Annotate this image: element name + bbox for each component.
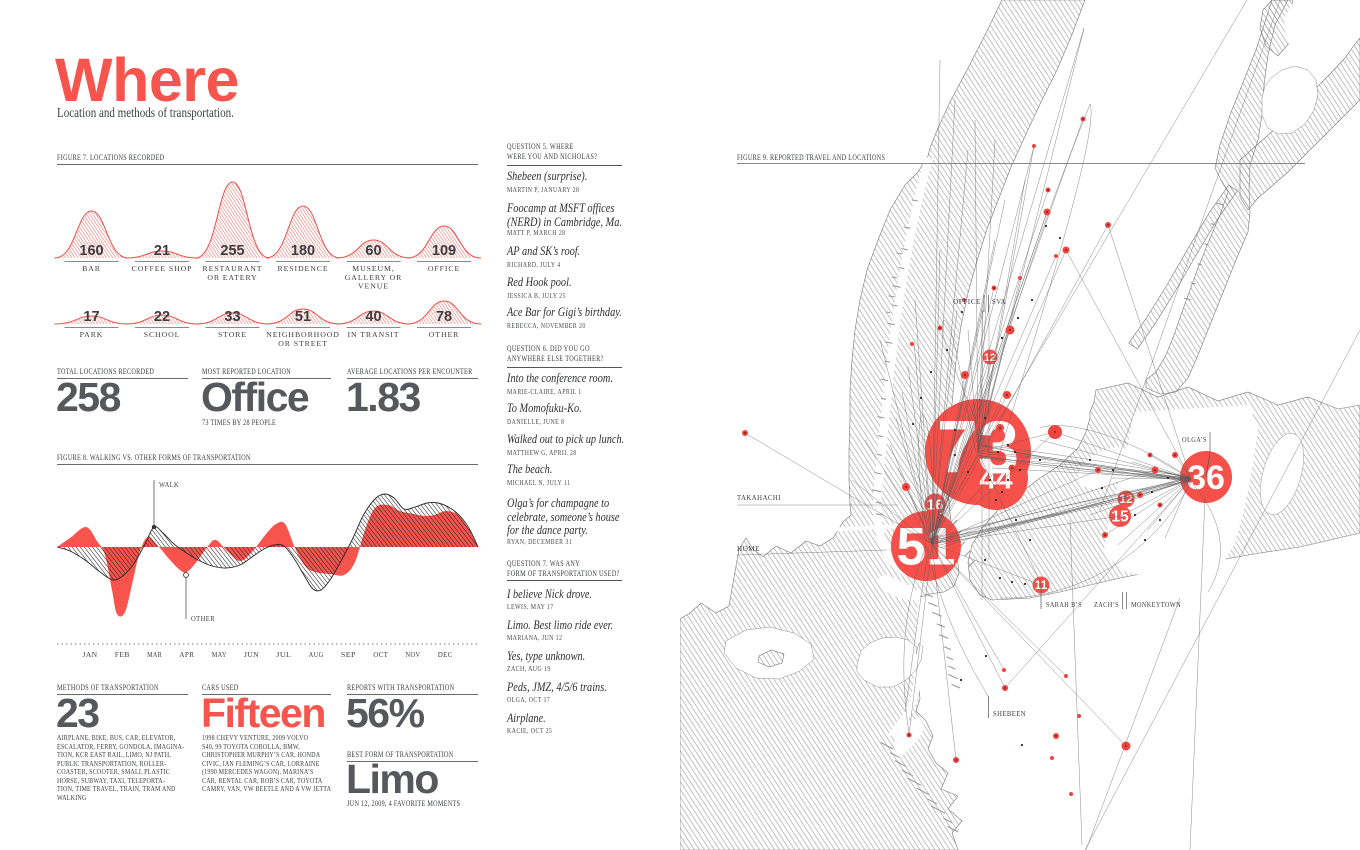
svg-text:RESIDENCE: RESIDENCE (278, 264, 329, 273)
svg-text:40: 40 (365, 309, 381, 325)
svg-text:109: 109 (432, 243, 456, 259)
svg-text:PARK: PARK (80, 330, 104, 339)
svg-text:60: 60 (365, 243, 381, 259)
svg-text:NEIGHBORHOOD: NEIGHBORHOOD (266, 330, 340, 339)
svg-text:AUG: AUG (309, 650, 324, 659)
svg-text:MONKEYTOWN: MONKEYTOWN (1131, 600, 1181, 609)
svg-text:JUL: JUL (276, 650, 291, 659)
svg-text:JAN: JAN (83, 650, 98, 659)
svg-text:NOV: NOV (406, 650, 421, 659)
svg-text:MUSEUM,: MUSEUM, (352, 264, 394, 273)
svg-text:OTHER: OTHER (191, 614, 215, 623)
svg-text:BAR: BAR (82, 264, 101, 273)
svg-text:VENUE: VENUE (358, 282, 389, 291)
svg-text:APR: APR (179, 650, 194, 659)
svg-text:OFFICE: OFFICE (953, 297, 981, 306)
svg-text:22: 22 (154, 309, 170, 325)
svg-text:OR EATERY: OR EATERY (207, 273, 257, 282)
svg-text:SEP: SEP (341, 650, 356, 659)
svg-text:JUN: JUN (244, 650, 259, 659)
svg-text:OLGA’S: OLGA’S (1182, 435, 1207, 444)
svg-text:255: 255 (220, 243, 244, 259)
svg-text:COFFEE SHOP: COFFEE SHOP (132, 264, 193, 273)
svg-text:160: 160 (79, 243, 103, 259)
svg-text:SARAH B’S: SARAH B’S (1046, 600, 1082, 609)
svg-text:51: 51 (295, 309, 311, 325)
svg-text:ZACH’S: ZACH’S (1094, 600, 1119, 609)
svg-text:21: 21 (154, 243, 170, 259)
svg-text:44: 44 (979, 463, 1013, 496)
svg-text:RESTAURANT: RESTAURANT (203, 264, 263, 273)
svg-text:33: 33 (224, 309, 240, 325)
svg-text:36: 36 (1187, 459, 1225, 497)
svg-text:IN TRANSIT: IN TRANSIT (348, 330, 400, 339)
svg-text:MAY: MAY (212, 650, 227, 659)
svg-text:MAR: MAR (147, 650, 162, 659)
svg-text:SHEBEEN: SHEBEEN (993, 709, 1026, 718)
svg-text:STORE: STORE (218, 330, 247, 339)
svg-text:OTHER: OTHER (429, 330, 460, 339)
svg-text:DEC: DEC (438, 650, 453, 659)
svg-text:SVA: SVA (992, 297, 1006, 306)
svg-text:15: 15 (1111, 508, 1129, 525)
svg-text:180: 180 (291, 243, 315, 259)
svg-text:TAKAHACHI: TAKAHACHI (737, 493, 781, 502)
svg-text:17: 17 (83, 309, 99, 325)
svg-text:HOME: HOME (737, 544, 760, 553)
svg-text:FEB: FEB (115, 650, 130, 659)
svg-text:OCT: OCT (373, 650, 388, 659)
svg-text:WALK: WALK (159, 480, 179, 489)
svg-text:78: 78 (436, 309, 452, 325)
svg-text:SCHOOL: SCHOOL (144, 330, 181, 339)
svg-text:OR STREET: OR STREET (278, 339, 327, 348)
svg-text:OFFICE: OFFICE (428, 264, 460, 273)
svg-text:51: 51 (897, 518, 956, 577)
svg-text:GALLERY OR: GALLERY OR (345, 273, 402, 282)
